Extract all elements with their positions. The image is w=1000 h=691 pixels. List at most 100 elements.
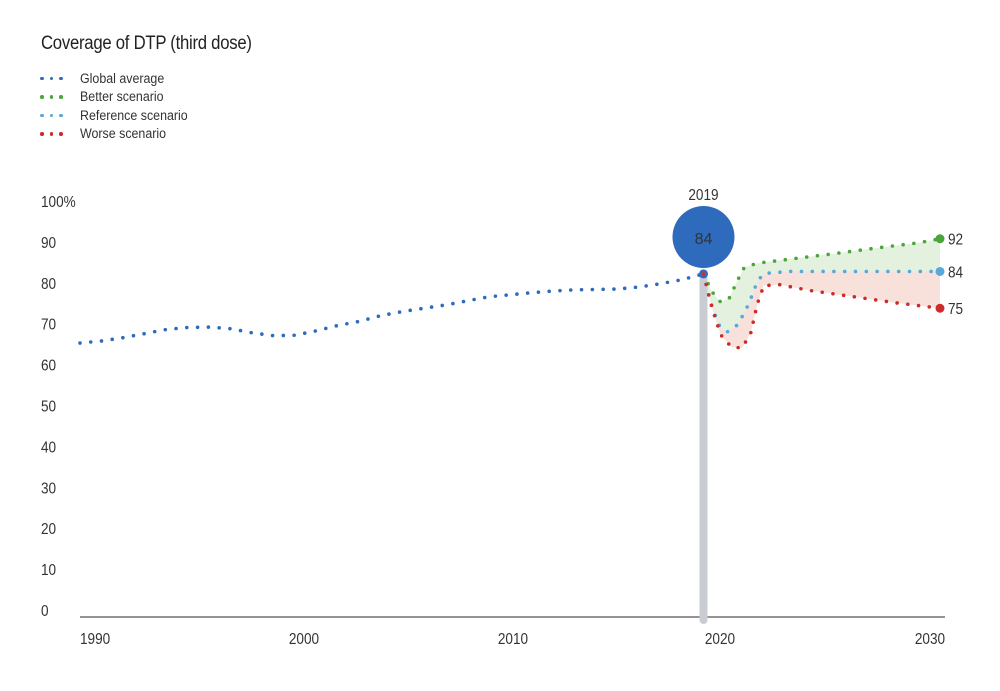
series-dot xyxy=(875,269,879,274)
series-dot xyxy=(260,332,264,336)
end-point-marker xyxy=(935,234,945,244)
series-dot xyxy=(753,309,758,314)
series-dot xyxy=(217,326,221,330)
end-point-marker xyxy=(935,266,945,276)
series-dot xyxy=(558,288,562,293)
series-dot xyxy=(366,317,370,321)
series-dot xyxy=(131,333,136,338)
series-dot xyxy=(472,297,476,302)
series-dot xyxy=(174,326,178,331)
series-dot xyxy=(743,340,748,344)
y-tick-label: 0 xyxy=(41,603,49,620)
series-dot xyxy=(408,308,413,313)
series-dot xyxy=(676,278,680,283)
series-dot xyxy=(810,269,815,274)
series-dot xyxy=(734,323,739,328)
series-dot xyxy=(831,291,835,296)
y-tick-label: 60 xyxy=(41,358,56,375)
end-value-label: 92 xyxy=(948,232,963,249)
series-dot xyxy=(736,276,741,280)
series-dot xyxy=(740,314,744,319)
series-dot xyxy=(869,246,873,251)
y-tick-label: 90 xyxy=(41,235,56,252)
series-dot xyxy=(142,331,146,336)
series-dot xyxy=(568,288,573,292)
x-axis-ticks: 1990 2000 2010 2020 2030 xyxy=(80,631,945,648)
series-dot xyxy=(886,269,890,274)
end-value-label: 75 xyxy=(948,301,963,318)
series-dot xyxy=(852,295,857,299)
series-dot xyxy=(270,333,275,338)
series-dot xyxy=(751,320,756,324)
series-dot xyxy=(732,286,736,290)
series-dot xyxy=(821,269,825,274)
legend-swatch xyxy=(40,113,80,117)
series-dot xyxy=(387,312,391,316)
series-dot xyxy=(762,260,766,265)
series-dot xyxy=(820,290,825,295)
end-value-label: 84 xyxy=(948,265,963,282)
series-dot xyxy=(809,288,814,293)
series-dot xyxy=(864,269,869,274)
series-dot xyxy=(88,340,93,344)
x-tick-label: 2030 xyxy=(915,631,945,648)
series-dot xyxy=(345,321,349,326)
series-dot xyxy=(536,290,541,294)
legend-label: Reference scenario xyxy=(80,107,188,123)
series-dot xyxy=(493,294,498,298)
series-dot xyxy=(686,276,691,280)
series-dot xyxy=(736,345,740,350)
series-dot xyxy=(515,292,519,296)
series-dot xyxy=(706,293,711,297)
y-tick-label: 30 xyxy=(41,480,56,497)
series-dot xyxy=(916,303,921,308)
series-dot xyxy=(419,306,423,311)
legend-swatch xyxy=(40,132,80,136)
series-dot xyxy=(826,252,830,257)
end-point-marker xyxy=(935,303,945,313)
series-dot xyxy=(601,287,605,292)
series-dot xyxy=(397,310,402,314)
series-dot xyxy=(121,335,125,340)
series-dot xyxy=(749,295,754,299)
series-better-scenario xyxy=(701,234,945,304)
better-band xyxy=(703,238,940,332)
end-labels: 92 84 75 xyxy=(948,232,963,319)
series-dot xyxy=(751,262,756,267)
series-dot xyxy=(929,269,933,274)
legend-swatch xyxy=(40,76,80,80)
legend-label: Global average xyxy=(80,70,165,86)
x-tick-label: 2000 xyxy=(289,631,319,648)
series-dot xyxy=(842,269,847,274)
series-dot xyxy=(163,327,168,332)
series-dot xyxy=(858,248,863,252)
series-dot xyxy=(777,282,782,287)
series-dot xyxy=(749,330,753,335)
y-axis-ticks: 0 10 20 30 40 50 60 70 80 90 100% xyxy=(41,194,76,620)
worse-band xyxy=(703,271,940,348)
series-dot xyxy=(504,293,508,297)
series-dot xyxy=(709,303,714,308)
series-dot xyxy=(355,319,360,324)
series-dot xyxy=(890,244,895,248)
series-dot xyxy=(847,249,852,254)
series-dot xyxy=(799,286,803,291)
y-tick-label: 20 xyxy=(41,521,56,538)
series-dot xyxy=(719,334,724,338)
series-dot xyxy=(767,283,771,288)
legend-label: Better scenario xyxy=(80,89,164,105)
series-dot xyxy=(633,285,638,290)
series-dot xyxy=(152,329,157,334)
series-dot xyxy=(718,299,722,304)
series-dot xyxy=(525,291,530,295)
legend-swatch xyxy=(40,95,80,99)
series-dot xyxy=(622,286,627,291)
series-dot xyxy=(184,325,189,330)
x-tick-label: 1990 xyxy=(80,631,110,648)
series-dot xyxy=(896,269,901,274)
series-dot xyxy=(99,339,104,343)
series-dot xyxy=(313,329,318,333)
series-dot xyxy=(927,305,932,309)
legend: Global average Better scenario Reference… xyxy=(40,69,197,143)
series-dot xyxy=(778,270,782,274)
